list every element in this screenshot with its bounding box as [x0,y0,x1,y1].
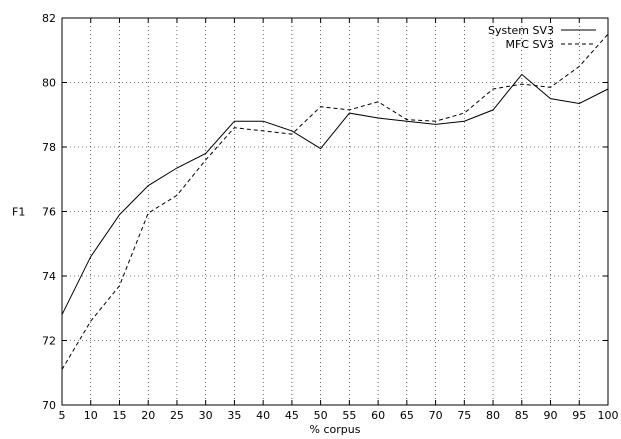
series-line-system-sv3 [61,73,609,315]
x-tick-label: 40 [256,409,270,422]
y-tick-label: 70 [42,399,56,412]
x-tick-label: 65 [400,409,414,422]
x-tick-label: 25 [170,409,184,422]
series-lines [61,33,609,370]
x-tick-label: 90 [544,409,558,422]
x-tick-label: 80 [486,409,500,422]
series-line-mfc-sv3 [61,33,609,370]
x-tick-label: 85 [515,409,529,422]
x-tick-label: 15 [112,409,126,422]
x-tick-label: 95 [572,409,586,422]
x-tick-label: 100 [598,409,619,422]
x-tick-label: 60 [371,409,385,422]
axis-ticks: 5 10 15 20 25 30 35 40 45 50 55 60 65 70 75 80 85 90 95 100… [42,12,619,422]
y-tick-label: 82 [42,12,56,25]
y-tick-label: 76 [42,206,56,219]
x-tick-label: 45 [285,409,299,422]
legend-label-mfc-sv3: MFC SV3 [505,38,554,51]
x-tick-label: 75 [457,409,471,422]
x-tick-label: 20 [141,409,155,422]
x-tick-label: 35 [227,409,241,422]
x-tick-label: 70 [429,409,443,422]
grid [62,18,608,405]
y-tick-label: 72 [42,335,56,348]
y-axis-title: F1 [12,206,25,219]
y-tick-label: 74 [42,270,56,283]
x-tick-label: 50 [314,409,328,422]
y-tick-label: 78 [42,141,56,154]
x-tick-label: 10 [84,409,98,422]
x-tick-label: 55 [342,409,356,422]
legend-label-system-sv3: System SV3 [488,24,554,37]
legend: System SV3 MFC SV3 [488,24,596,51]
x-tick-label: 5 [59,409,66,422]
x-axis-title: % corpus [310,423,361,436]
y-tick-label: 80 [42,77,56,90]
x-tick-label: 30 [199,409,213,422]
